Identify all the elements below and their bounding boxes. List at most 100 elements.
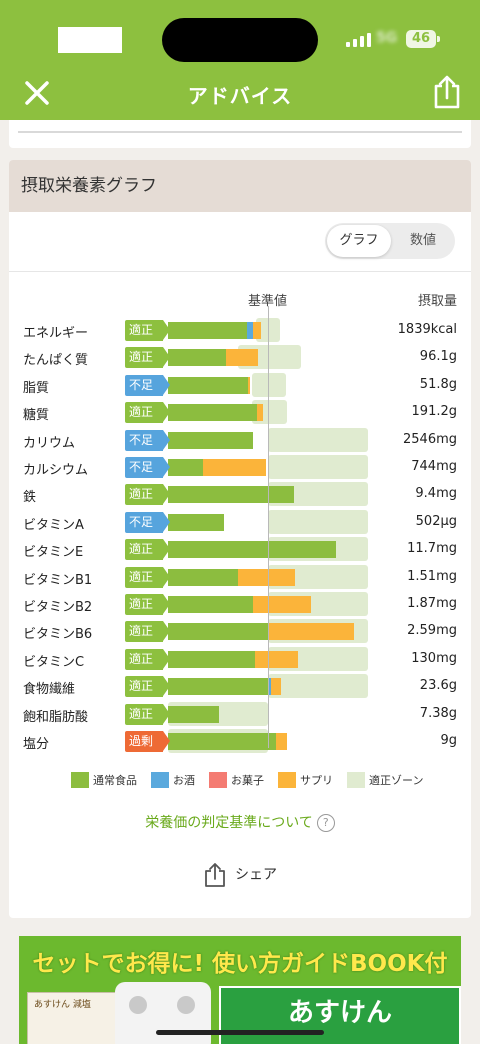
intake-value: 744mg [411, 459, 457, 474]
share-graph-button[interactable]: シェア [9, 862, 471, 888]
legend-label: お酒 [173, 774, 195, 787]
intake-value: 11.7mg [407, 541, 457, 557]
previous-card [9, 120, 471, 148]
nutrient-name: ビタミンE [23, 545, 84, 561]
battery-icon: 46 [406, 30, 440, 48]
bar-normal [168, 486, 294, 504]
criteria-link[interactable]: 栄養価の判定基準について? [9, 812, 471, 832]
nutrient-name: ビタミンB1 [23, 572, 93, 588]
view-toggle: グラフ 数値 [325, 223, 455, 259]
intake-value: 130mg [411, 650, 457, 666]
nutrient-chart: 基準値 摂取量 エネルギー 適正 1839kcal たんぱく質 適正 96.1g 脂質 不足 5… [9, 272, 471, 753]
legend-swatch [209, 772, 227, 788]
nutrient-row: 鉄 適正 9.4mg [9, 482, 471, 509]
status-badge: 不足 [125, 429, 170, 451]
status-badge: 適正 [125, 484, 170, 506]
nutrient-row: ビタミンA 不足 502µg [9, 509, 471, 537]
legend-swatch [151, 772, 169, 788]
bar-normal [168, 431, 253, 449]
nutrient-name: カリウム [23, 435, 76, 451]
bar-normal [168, 678, 268, 696]
legend-swatch [347, 772, 365, 788]
status-badge: 適正 [125, 320, 170, 341]
bar-normal [168, 404, 257, 422]
tab-graph[interactable]: グラフ [327, 225, 391, 257]
reference-line [268, 306, 269, 748]
bar-supplement [276, 733, 287, 750]
bar-supplement [257, 404, 263, 422]
bar-normal [168, 541, 336, 559]
nutrient-row: カルシウム 不足 744mg [9, 455, 471, 482]
status-badge: 適正 [125, 402, 170, 424]
intake-value: 191.2g [411, 404, 457, 420]
banner-panel: あすけん [219, 986, 461, 1044]
bar-normal [168, 705, 219, 723]
intake-value: 1839kcal [397, 322, 457, 337]
intake-value: 23.6g [419, 678, 457, 694]
chart-legend: 通常食品 お酒 お菓子 サプリ 適正ゾーン [71, 772, 437, 788]
legend-label: 通常食品 [93, 774, 137, 787]
bar-normal [168, 650, 255, 668]
bar-normal [168, 733, 276, 750]
nutrient-name: 食物繊維 [23, 682, 76, 698]
package-label: あすけん 減塩 [34, 1000, 91, 1010]
nutrient-name: 塩分 [23, 737, 50, 752]
status-badge: 適正 [125, 347, 170, 369]
nutrient-name: 糖質 [23, 408, 50, 424]
bar-alcohol [247, 322, 253, 339]
tab-numeric[interactable]: 数値 [409, 233, 436, 248]
home-indicator [156, 1030, 324, 1035]
intake-value: 1.51mg [407, 568, 457, 584]
intake-value: 9g [440, 733, 457, 748]
criteria-link-label: 栄養価の判定基準について [145, 815, 313, 831]
banner-subtitle: あすけん [287, 998, 392, 1028]
nutrient-row: ビタミンE 適正 11.7mg [9, 537, 471, 564]
nutrient-row: カリウム 不足 2546mg [9, 427, 471, 455]
help-icon: ? [316, 814, 335, 832]
close-button[interactable] [22, 78, 52, 110]
share-icon [205, 863, 225, 887]
bar-supplement [248, 376, 250, 394]
bar-normal [168, 376, 248, 394]
nutrient-row: 食物繊維 適正 23.6g [9, 674, 471, 701]
nutrient-name: ビタミンB2 [23, 600, 93, 615]
intake-value: 2.59mg [407, 623, 457, 639]
status-badge: 不足 [125, 511, 170, 533]
bar-supplement [226, 349, 258, 367]
signal-icon [346, 33, 371, 47]
nutrient-row: 脂質 不足 51.8g [9, 372, 471, 400]
dynamic-island [162, 18, 318, 62]
bar-supplement [268, 623, 354, 641]
status-badge: 不足 [125, 457, 170, 478]
bar-normal [168, 349, 226, 367]
bar-normal [168, 623, 268, 641]
intake-value: 51.8g [419, 376, 457, 392]
intake-value: 502µg [415, 513, 457, 529]
promo-banner[interactable]: セットでお得に! 使い方ガイドBOOK付 あすけん 減塩 あすけん [19, 936, 461, 1044]
nutrient-row: エネルギー 適正 1839kcal [9, 318, 471, 345]
status-badge: 適正 [125, 566, 170, 588]
nutrient-row: 糖質 適正 191.2g [9, 400, 471, 427]
legend-swatch [71, 772, 89, 788]
status-time-redacted [58, 27, 122, 53]
status-badge: 適正 [125, 594, 170, 615]
bar-supplement [271, 678, 281, 696]
nutrient-name: 鉄 [23, 490, 37, 506]
share-button[interactable] [430, 74, 464, 110]
intake-value: 9.4mg [415, 486, 457, 502]
status-badge: 不足 [125, 374, 170, 396]
optimal-zone [268, 455, 368, 479]
status-badge: 適正 [125, 621, 170, 643]
card-title: 摂取栄養素グラフ [9, 160, 471, 212]
nutrient-name: ビタミンA [23, 517, 84, 533]
legend-item: 通常食品 [71, 772, 137, 788]
nutrient-row: ビタミンB6 適正 2.59mg [9, 619, 471, 646]
legend-item: お菓子 [209, 772, 264, 788]
status-badge: 適正 [125, 676, 170, 698]
status-badge: 適正 [125, 648, 170, 670]
status-badge: 過剰 [125, 731, 170, 752]
intake-value: 7.38g [419, 705, 457, 721]
intake-value: 1.87mg [407, 596, 457, 611]
optimal-zone [268, 509, 368, 534]
legend-label: サプリ [300, 774, 333, 787]
